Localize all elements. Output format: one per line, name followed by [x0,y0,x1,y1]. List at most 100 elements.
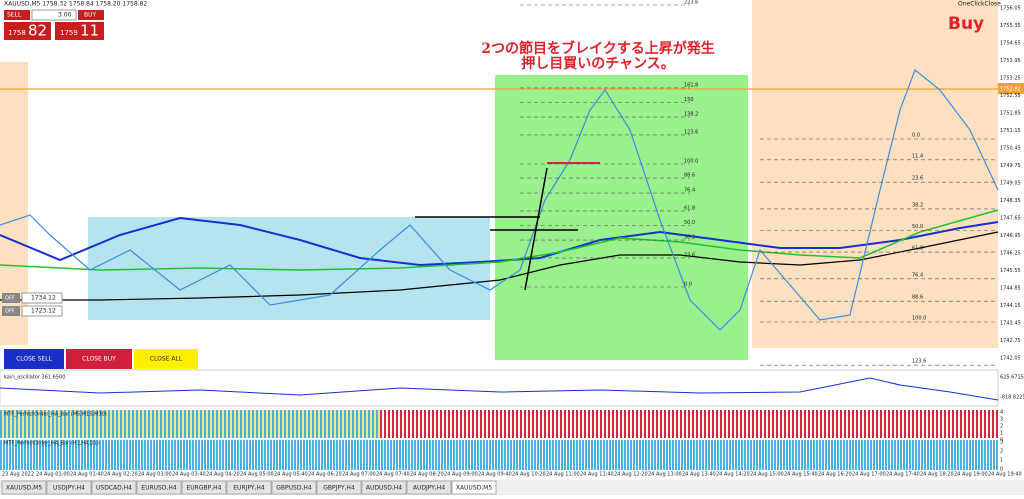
tab[interactable] [361,480,407,495]
price-label: 1742.05 [1000,356,1021,362]
price-label: 1743.45 [1000,321,1021,327]
mtf-scale: 4 [1000,410,1003,416]
tab[interactable] [271,480,317,495]
buy-price[interactable] [55,22,104,40]
time-label: 24 Aug 15:00 [750,472,784,478]
price-label: 1752.55 [1000,93,1021,99]
tab[interactable] [451,480,497,495]
tab[interactable] [181,480,227,495]
fib-label: 61.8 [684,205,695,211]
sell-price[interactable] [4,22,51,40]
price-label: 1755.35 [1000,23,1021,29]
buy-big: 1759 [60,29,78,37]
sell-big: 1758 [8,29,26,37]
tab[interactable] [316,480,362,495]
tab[interactable] [46,480,92,495]
oscillator-line [0,377,999,401]
price-label: 1745.55 [1000,268,1021,274]
mtf-scale: 2 [1000,424,1003,430]
fib-label: 0.0 [684,282,692,288]
signal: Buy [948,14,984,34]
fib-label: 123.6 [912,359,926,365]
off-price: 1734.12 [31,295,56,302]
sell-button[interactable] [4,10,30,20]
price-label: 1753.95 [1000,58,1021,64]
osc-max: 625.6715 [1000,375,1024,381]
price-label: 1744.15 [1000,303,1021,309]
mtf-bars [380,410,998,438]
time-label: 24 Aug 12:20 [614,472,648,478]
mtf-title: MTF_PerfectOrder_HA_Bar (M5,M15,M30) [4,412,107,418]
fib-label: 88.6 [684,173,695,179]
tab[interactable] [91,480,137,495]
mtf-scale: 2 [1000,449,1003,455]
annotation: 押し目買いのチャンス。 [521,55,675,72]
price-label: 1746.25 [1000,251,1021,257]
price-label: 1744.85 [1000,286,1021,292]
off-button[interactable] [2,306,20,316]
time-label: 24 Aug 19:40 [988,472,1022,478]
off-price-box [21,292,63,304]
tab-label: AUDJPY,H4 [413,485,445,492]
time-label: 24 Aug 13:40 [682,472,716,478]
off-label: OFF [5,296,15,302]
time-label: 24 Aug 06:20 [308,472,342,478]
price-label: 1749.05 [1000,181,1021,187]
price-label: 1754.65 [1000,41,1021,47]
tab[interactable] [226,480,272,495]
lots: 3.00 [58,12,72,19]
fib-label: 23.6 [684,252,695,258]
tab-label: XAUUSD,M5 [456,485,493,492]
tab-label: AUDUSD,H4 [366,485,402,492]
sell-small: 82 [28,22,47,40]
tab[interactable] [1,480,47,495]
mtf-scale: 1 [1000,458,1003,464]
fib-label: 76.4 [684,188,695,194]
price-label: 1747.65 [1000,216,1021,222]
time-label: 24 Aug 16:20 [818,472,852,478]
time-label: 24 Aug 14:20 [716,472,750,478]
tab[interactable] [136,480,182,495]
buy-button[interactable] [78,10,104,20]
close-label: CLOSE BUY [82,356,116,363]
off-label: OFF [5,309,15,315]
osc-min: -818.8225 [1000,395,1024,401]
close-all[interactable] [134,349,198,369]
fib-label: 161.8 [684,82,698,88]
fib-label: 76.4 [912,272,923,278]
off-button[interactable] [2,293,20,303]
ma-line [0,209,999,271]
price-label: 1742.75 [1000,338,1021,344]
mtf-scale: 3 [1000,417,1003,423]
time-label: 24 Aug 09:00 [444,472,478,478]
tab[interactable] [406,480,452,495]
time-label: 24 Aug 19:00 [954,472,988,478]
mtf-scale: 1 [1000,431,1003,437]
price-label: 1751.85 [1000,111,1021,117]
fib-label: 123.6 [684,129,698,135]
zone [752,0,998,348]
time-label: 24 Aug 17:40 [886,472,920,478]
tab-label: EURJPY,H4 [233,485,265,492]
time-label: 24 Aug 03:40 [172,472,206,478]
tab-label: EURGBP,H4 [187,485,222,492]
tab-label: XAUUSD,M5 [6,485,43,492]
fib-label: 50.0 [912,224,923,230]
time-label: 24 Aug 07:40 [376,472,410,478]
fib-label: 38.2 [912,202,923,208]
fib-label: 0.0 [912,133,920,139]
lots-input[interactable] [31,9,77,21]
price-label: 1756.05 [1000,6,1021,12]
time-label: 23 Aug 2022 [2,472,34,478]
price-label: 1753.25 [1000,76,1021,82]
close-buy[interactable] [66,349,132,369]
buy-small: 11 [80,22,99,40]
close-sell[interactable] [4,349,64,369]
fib-label: 150 [684,97,694,103]
time-label: 24 Aug 09:40 [478,472,512,478]
off-price-box [21,305,63,317]
time-label: 24 Aug 05:40 [274,472,308,478]
arrow [524,167,548,291]
price-tag [998,83,1024,94]
price-line [0,69,999,331]
